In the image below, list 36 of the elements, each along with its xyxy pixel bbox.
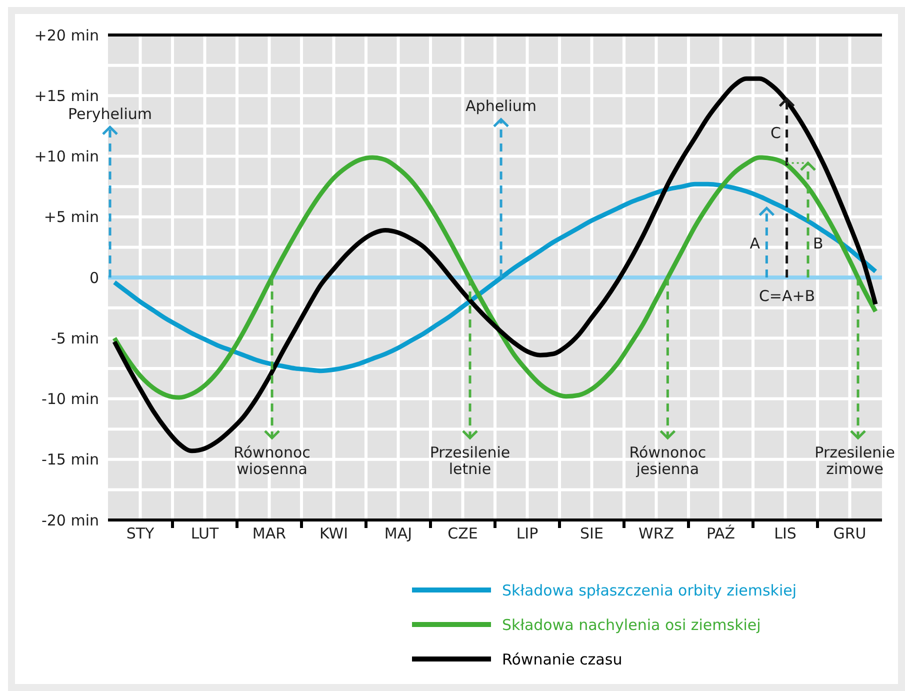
annotation: C xyxy=(770,124,781,142)
y-tick-label: -15 min xyxy=(41,450,99,469)
text: Równanie czasu xyxy=(502,650,622,668)
x-tick-label: CZE xyxy=(448,524,478,542)
x-tick-label: GRU xyxy=(833,524,866,542)
x-tick-label: LIP xyxy=(516,524,538,542)
annotation: A xyxy=(750,234,761,252)
x-tick-label: SIE xyxy=(580,524,604,542)
y-tick-label: -20 min xyxy=(41,511,99,530)
annotation: Aphelium xyxy=(466,97,537,116)
annotation: C=A+B xyxy=(758,286,816,305)
text: Składowa nachylenia osi ziemskiej xyxy=(502,616,761,634)
line-series xyxy=(112,155,878,400)
y-tick-label: -5 min xyxy=(50,329,99,348)
annotation: B xyxy=(813,234,824,252)
y-tick-label: +15 min xyxy=(34,86,99,105)
x-tick-label: STY xyxy=(126,524,156,542)
y-tick-label: +5 min xyxy=(44,208,99,226)
annotation: Przesilenie letnie xyxy=(430,443,510,478)
annotation: Równonoc jesienna xyxy=(629,443,706,478)
x-tick-label: KWI xyxy=(319,524,348,542)
x-tick-label: MAJ xyxy=(384,524,412,542)
annotation: Przesilenie zimowe xyxy=(814,443,896,478)
x-tick-label: LIS xyxy=(774,524,796,542)
y-tick-label: +10 min xyxy=(34,148,99,166)
y-tick-label: +20 min xyxy=(34,26,99,44)
text: Składowa spłaszczenia orbity ziemskiej xyxy=(502,581,797,600)
x-tick-label: MAR xyxy=(252,524,286,542)
line-series xyxy=(112,182,878,374)
annotation: Peryhelium xyxy=(68,104,152,123)
x-tick-label: PAŹ xyxy=(706,524,736,542)
annotation: Równonoc wiosenna xyxy=(234,443,310,478)
x-tick-label: LUT xyxy=(190,524,220,542)
y-tick-label: 0 xyxy=(89,268,99,287)
x-tick-label: WRZ xyxy=(638,524,674,542)
y-tick-label: -10 min xyxy=(41,390,99,408)
